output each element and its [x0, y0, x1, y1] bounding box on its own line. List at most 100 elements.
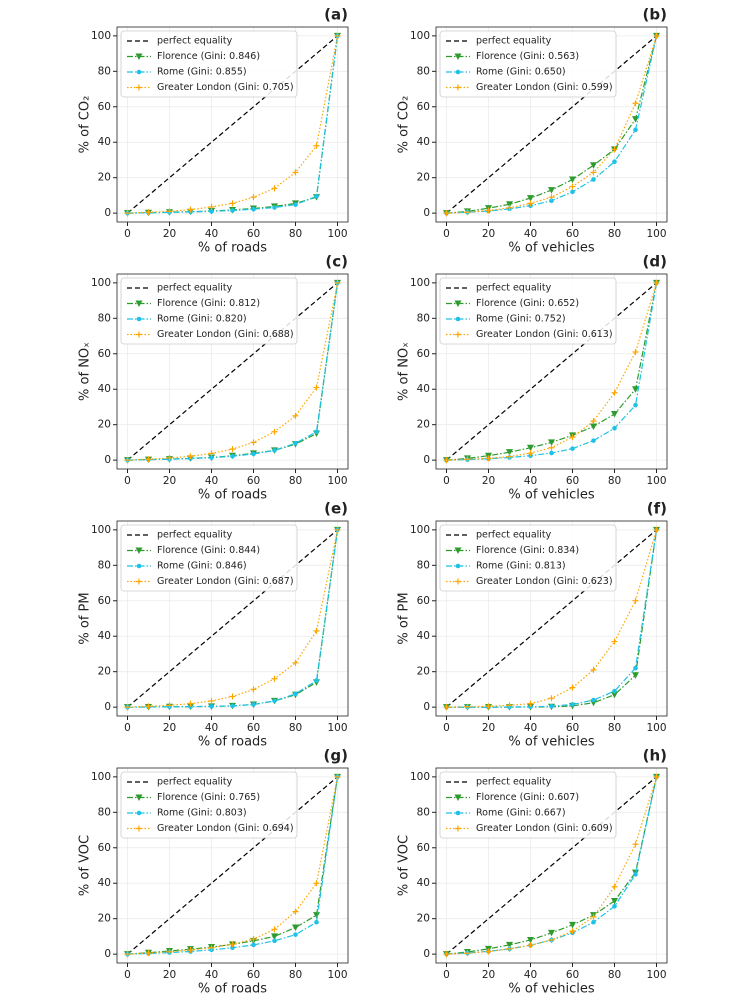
marker [485, 455, 492, 462]
y-tick-label: 40 [98, 136, 111, 148]
subplot: 0 20 40 60 80 100 0 20 40 60 80 100 perfect equality… [78, 6, 349, 256]
subplot: 0 20 40 60 80 100 0 20 40 60 80 100 perfect equality… [397, 6, 668, 256]
y-tick-label: 40 [417, 383, 430, 395]
marker [464, 209, 471, 216]
marker [548, 439, 555, 446]
marker [145, 703, 152, 710]
x-tick-label: 0 [124, 969, 131, 981]
marker [136, 331, 142, 338]
marker [454, 794, 462, 801]
plot-frame [116, 273, 349, 470]
y-tick-label: 0 [104, 948, 111, 960]
marker [464, 950, 471, 957]
legend-label: Florence (Gini: 0.834) [476, 545, 579, 556]
marker [208, 944, 215, 951]
marker [591, 177, 596, 182]
marker [612, 425, 617, 431]
marker [632, 597, 639, 604]
x-tick-label: 100 [327, 969, 347, 981]
x-tick-label: 40 [205, 722, 218, 734]
x-tick-label: 60 [566, 475, 579, 487]
marker [569, 183, 576, 190]
marker [166, 702, 173, 709]
marker [632, 841, 639, 848]
x-tick-label: 80 [608, 228, 621, 240]
x-tick-label: 100 [327, 475, 347, 487]
marker [527, 942, 534, 949]
legend-label: perfect equality [476, 283, 552, 294]
marker [653, 773, 660, 780]
marker [135, 547, 143, 554]
legend-label: Greater London (Gini: 0.613) [476, 329, 613, 340]
marker [187, 206, 194, 213]
marker [334, 526, 341, 533]
marker [271, 926, 278, 933]
marker [443, 457, 450, 464]
marker [549, 703, 554, 709]
y-tick-label: 20 [417, 419, 430, 431]
marker [527, 700, 534, 707]
marker [632, 672, 639, 679]
legend-box [439, 30, 617, 98]
marker [632, 386, 639, 393]
marker [145, 209, 152, 216]
marker [271, 428, 278, 435]
marker [464, 456, 471, 463]
plot-frame [435, 767, 668, 964]
y-tick-label: 40 [98, 877, 111, 889]
plot-frame [435, 26, 668, 223]
marker [528, 704, 533, 710]
marker [124, 457, 131, 464]
subplot: 0 20 40 60 80 100 0 20 40 60 80 100 perfect equality… [397, 500, 668, 750]
x-tick-label: 80 [289, 475, 302, 487]
x-axis-label: % of vehicles [508, 241, 594, 256]
marker [166, 455, 173, 462]
series-line [446, 776, 657, 955]
marker [208, 450, 215, 457]
y-tick-label: 60 [417, 842, 430, 854]
y-tick-label: 0 [423, 454, 430, 466]
series-line [127, 282, 338, 461]
marker [313, 912, 320, 919]
x-tick-label: 40 [205, 228, 218, 240]
subplot: 0 20 40 60 80 100 0 20 40 60 80 100 perfect equality… [78, 747, 349, 997]
marker [166, 948, 173, 955]
marker [506, 201, 513, 208]
x-tick-label: 60 [247, 722, 260, 734]
marker [229, 693, 236, 700]
x-tick-label: 0 [124, 228, 131, 240]
x-tick-label: 80 [289, 228, 302, 240]
series-line [127, 776, 338, 955]
marker [527, 200, 534, 207]
y-tick-label: 40 [98, 630, 111, 642]
legend-label: Florence (Gini: 0.563) [476, 51, 579, 62]
marker [334, 279, 341, 286]
series-line [127, 35, 338, 214]
x-tick-label: 40 [524, 969, 537, 981]
x-tick-label: 20 [482, 475, 495, 487]
marker [136, 825, 142, 832]
legend-label: Greater London (Gini: 0.687) [157, 576, 294, 587]
x-axis-label: % of roads [198, 735, 267, 750]
marker [272, 448, 277, 453]
marker [314, 429, 319, 435]
marker [187, 700, 194, 707]
legend-label: Rome (Gini: 0.667) [476, 808, 566, 819]
y-tick-label: 60 [417, 101, 430, 113]
marker [313, 384, 320, 391]
legend-label: Greater London (Gini: 0.705) [157, 82, 294, 93]
x-tick-label: 40 [205, 475, 218, 487]
marker [633, 665, 638, 671]
marker [590, 169, 597, 176]
y-tick-label: 0 [104, 207, 111, 219]
y-tick-label: 100 [410, 771, 430, 783]
marker [314, 193, 319, 199]
marker [506, 449, 513, 456]
y-tick-label: 40 [417, 136, 430, 148]
x-tick-label: 80 [289, 969, 302, 981]
marker [292, 659, 299, 666]
marker [208, 697, 215, 704]
marker [443, 704, 450, 711]
legend-label: perfect equality [157, 777, 233, 788]
y-tick-label: 100 [410, 524, 430, 536]
